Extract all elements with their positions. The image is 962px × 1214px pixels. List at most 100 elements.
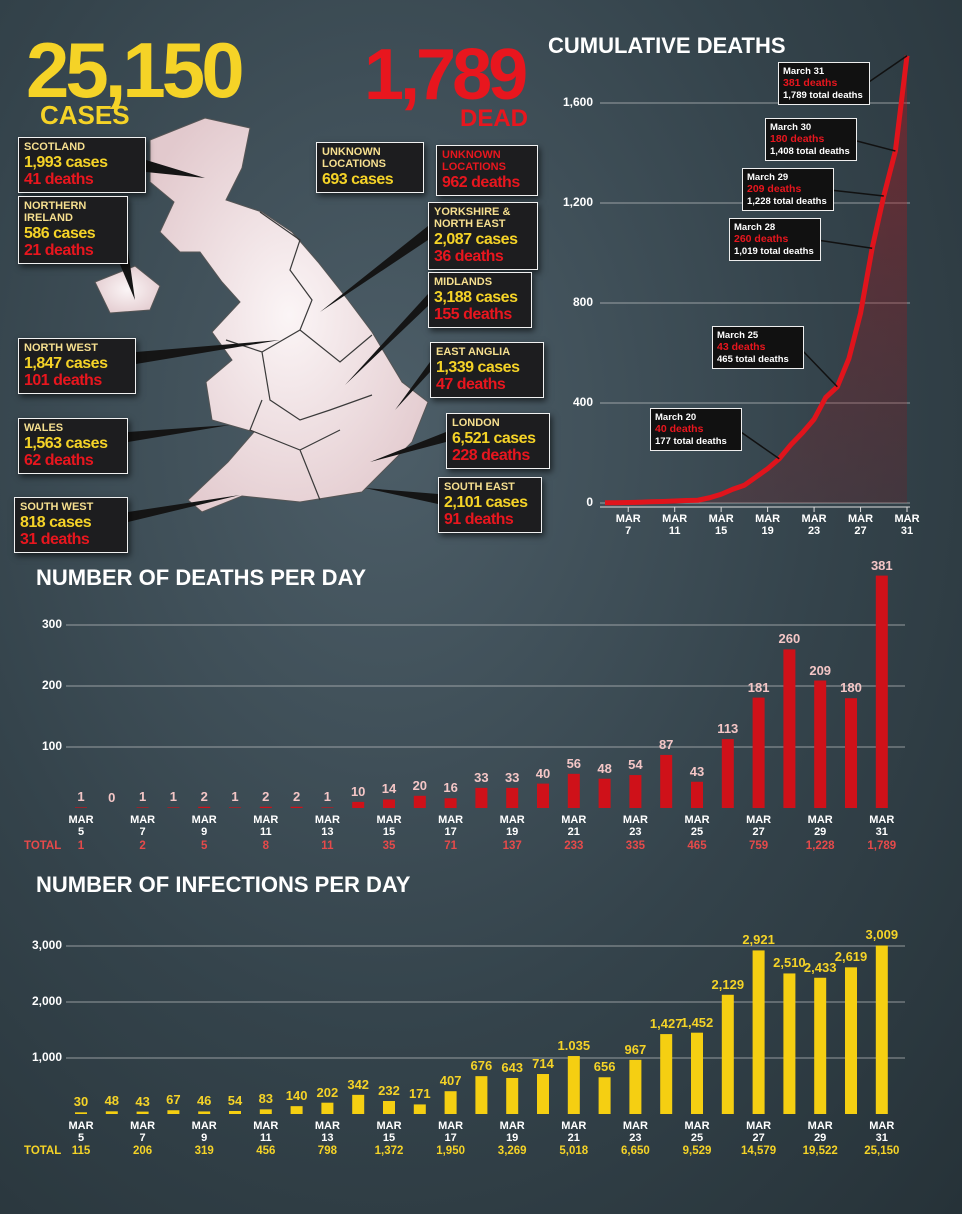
value-label: 342: [347, 1076, 370, 1092]
value-label: 181: [747, 679, 770, 695]
value-label: 171: [408, 1086, 431, 1102]
value-label: 20: [412, 777, 428, 793]
total-label: 233: [564, 840, 584, 852]
value-label: 676: [470, 1058, 493, 1074]
region-name: NORTHERN IRELAND: [24, 200, 87, 224]
bar: [567, 773, 580, 808]
x-tick-label: MAR 7: [130, 1120, 156, 1144]
value-label: 180: [840, 680, 862, 696]
annotation-pointer: [737, 429, 780, 460]
annotation-total: 177 total deaths: [655, 435, 727, 447]
map-great-britain: [149, 117, 429, 513]
region-name: UNKNOWN LOCATIONS: [442, 149, 506, 173]
bar: [383, 1101, 395, 1114]
region-box: YORKSHIRE & NORTH EAST 2,087 cases 36 deat…: [428, 202, 538, 271]
value-label: 48: [104, 1093, 120, 1109]
x-tick-label: MAR 23: [801, 513, 827, 537]
total-label: 8: [262, 840, 269, 852]
x-tick-label: MAR 29: [807, 1120, 833, 1144]
y-tick-label: 800: [572, 295, 593, 309]
x-tick-label: MAR 23: [622, 814, 648, 838]
bar: [290, 1106, 303, 1114]
value-label: 2,433: [803, 959, 837, 975]
region-name: NORTH WEST: [24, 342, 98, 354]
x-tick-label: MAR 21: [561, 814, 587, 838]
bar: [598, 1077, 611, 1114]
bar: [259, 806, 272, 808]
y-tick-label: 100: [41, 739, 62, 753]
x-tick-label: MAR 7: [130, 814, 156, 838]
value-label: 30: [73, 1094, 89, 1110]
x-tick-label: MAR 7: [615, 513, 641, 537]
total-label: 11: [321, 840, 334, 852]
value-label: 714: [532, 1056, 554, 1072]
region-cases: 693 cases: [322, 170, 394, 188]
value-label: 48: [597, 760, 612, 776]
annotation-pointer: [865, 55, 908, 85]
bar: [136, 807, 149, 808]
total-label: 5: [200, 840, 208, 852]
bar: [660, 754, 673, 808]
region-box: MIDLANDS 3,188 cases 155 deaths: [428, 272, 532, 329]
value-label: 1: [138, 789, 147, 805]
annotation-total: 1,408 total deaths: [770, 145, 850, 157]
region-name: SCOTLAND: [24, 141, 86, 153]
annotation-box: March 30 180 deaths 1,408 total deaths: [765, 118, 857, 162]
value-label: 87: [658, 736, 674, 752]
bar: [506, 1077, 519, 1114]
annotation-date: March 25: [717, 330, 759, 341]
bar: [229, 807, 241, 808]
value-label: 54: [628, 757, 643, 773]
x-tick-label: MAR 21: [561, 1120, 587, 1144]
annotation-deaths: 260 deaths: [734, 233, 789, 246]
bar: [383, 799, 395, 808]
bar: [136, 1111, 149, 1114]
value-label: 2,510: [773, 955, 806, 971]
annotation-deaths: 180 deaths: [770, 133, 825, 146]
x-tick-label: MAR 19: [499, 1120, 525, 1144]
total-label: 9,529: [682, 1145, 712, 1157]
chart-title: NUMBER OF INFECTIONS PER DAY: [36, 872, 411, 897]
bar: [567, 1056, 580, 1114]
y-tick-label: 0: [586, 495, 593, 509]
value-label: 33: [474, 769, 489, 785]
region-cases: 818 cases: [20, 513, 92, 531]
value-label: 0: [108, 790, 116, 805]
bar: [752, 697, 765, 808]
region-cases: 1,993 cases: [24, 153, 108, 171]
region-deaths: 36 deaths: [434, 248, 504, 266]
bar: [105, 1111, 118, 1114]
annotation-pointer: [799, 347, 838, 388]
total-label: 798: [317, 1145, 337, 1157]
value-label: 140: [285, 1088, 308, 1104]
value-label: 2,921: [742, 932, 775, 948]
annotation-deaths: 43 deaths: [717, 341, 766, 354]
total-label: 14,579: [741, 1145, 777, 1157]
bar: [629, 775, 642, 808]
annotation-box: March 28 260 deaths 1,019 total deaths: [729, 218, 821, 262]
annotation-date: March 31: [783, 66, 825, 77]
value-label: 16: [443, 780, 458, 796]
x-tick-label: MAR 9: [191, 814, 217, 838]
annotation-box: March 31 381 deaths 1,789 total deaths: [778, 62, 870, 106]
x-tick-label: MAR 11: [253, 814, 279, 838]
value-label: 209: [809, 662, 832, 678]
bar: [259, 1109, 272, 1114]
region-cases: 1,563 cases: [24, 434, 108, 452]
value-label: 2: [262, 788, 270, 804]
bar: [475, 1076, 488, 1114]
y-tick-label: 1,200: [562, 195, 593, 209]
x-tick-label: MAR 5: [68, 814, 94, 838]
bar: [198, 1111, 211, 1114]
bar: [444, 1091, 457, 1114]
annotation-deaths: 209 deaths: [747, 183, 802, 196]
bar: [444, 798, 457, 808]
y-tick-label: 3,000: [31, 938, 62, 952]
value-label: 1.035: [557, 1038, 591, 1054]
value-label: 2: [292, 788, 301, 804]
value-label: 113: [717, 721, 739, 737]
total-label: 456: [256, 1145, 276, 1157]
headline-cases: 25,150: [26, 26, 245, 114]
